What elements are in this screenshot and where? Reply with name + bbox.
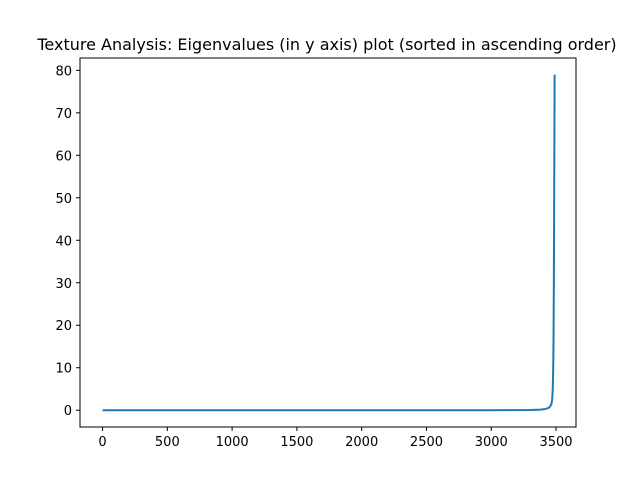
y-tick-label: 50 (55, 192, 72, 207)
y-tick-label: 60 (55, 149, 72, 164)
y-axis-ticks: 0 10 20 30 40 50 60 70 80 (55, 64, 80, 419)
y-tick-label: 20 (55, 319, 72, 334)
x-axis-ticks: 0 500 1000 1500 2000 2500 3000 3500 (98, 427, 573, 450)
x-tick-label: 1000 (216, 435, 249, 450)
x-tick-label: 3000 (475, 435, 508, 450)
y-tick-label: 10 (55, 362, 72, 377)
y-tick-label: 80 (55, 64, 72, 79)
x-tick-label: 0 (98, 435, 106, 450)
eigenvalue-series-line (102, 74, 556, 412)
y-tick-label: 30 (55, 277, 72, 292)
x-tick-label: 2000 (345, 435, 378, 450)
plot-area-frame (79, 57, 577, 428)
x-tick-label: 1500 (280, 435, 313, 450)
x-tick-label: 3500 (539, 435, 572, 450)
y-tick-label: 70 (55, 107, 72, 122)
x-tick-label: 500 (155, 435, 180, 450)
chart-title: Texture Analysis: Eigenvalues (in y axis… (36, 35, 616, 54)
y-tick-label: 40 (55, 234, 72, 249)
y-tick-label: 0 (64, 404, 72, 419)
x-tick-label: 2500 (410, 435, 443, 450)
